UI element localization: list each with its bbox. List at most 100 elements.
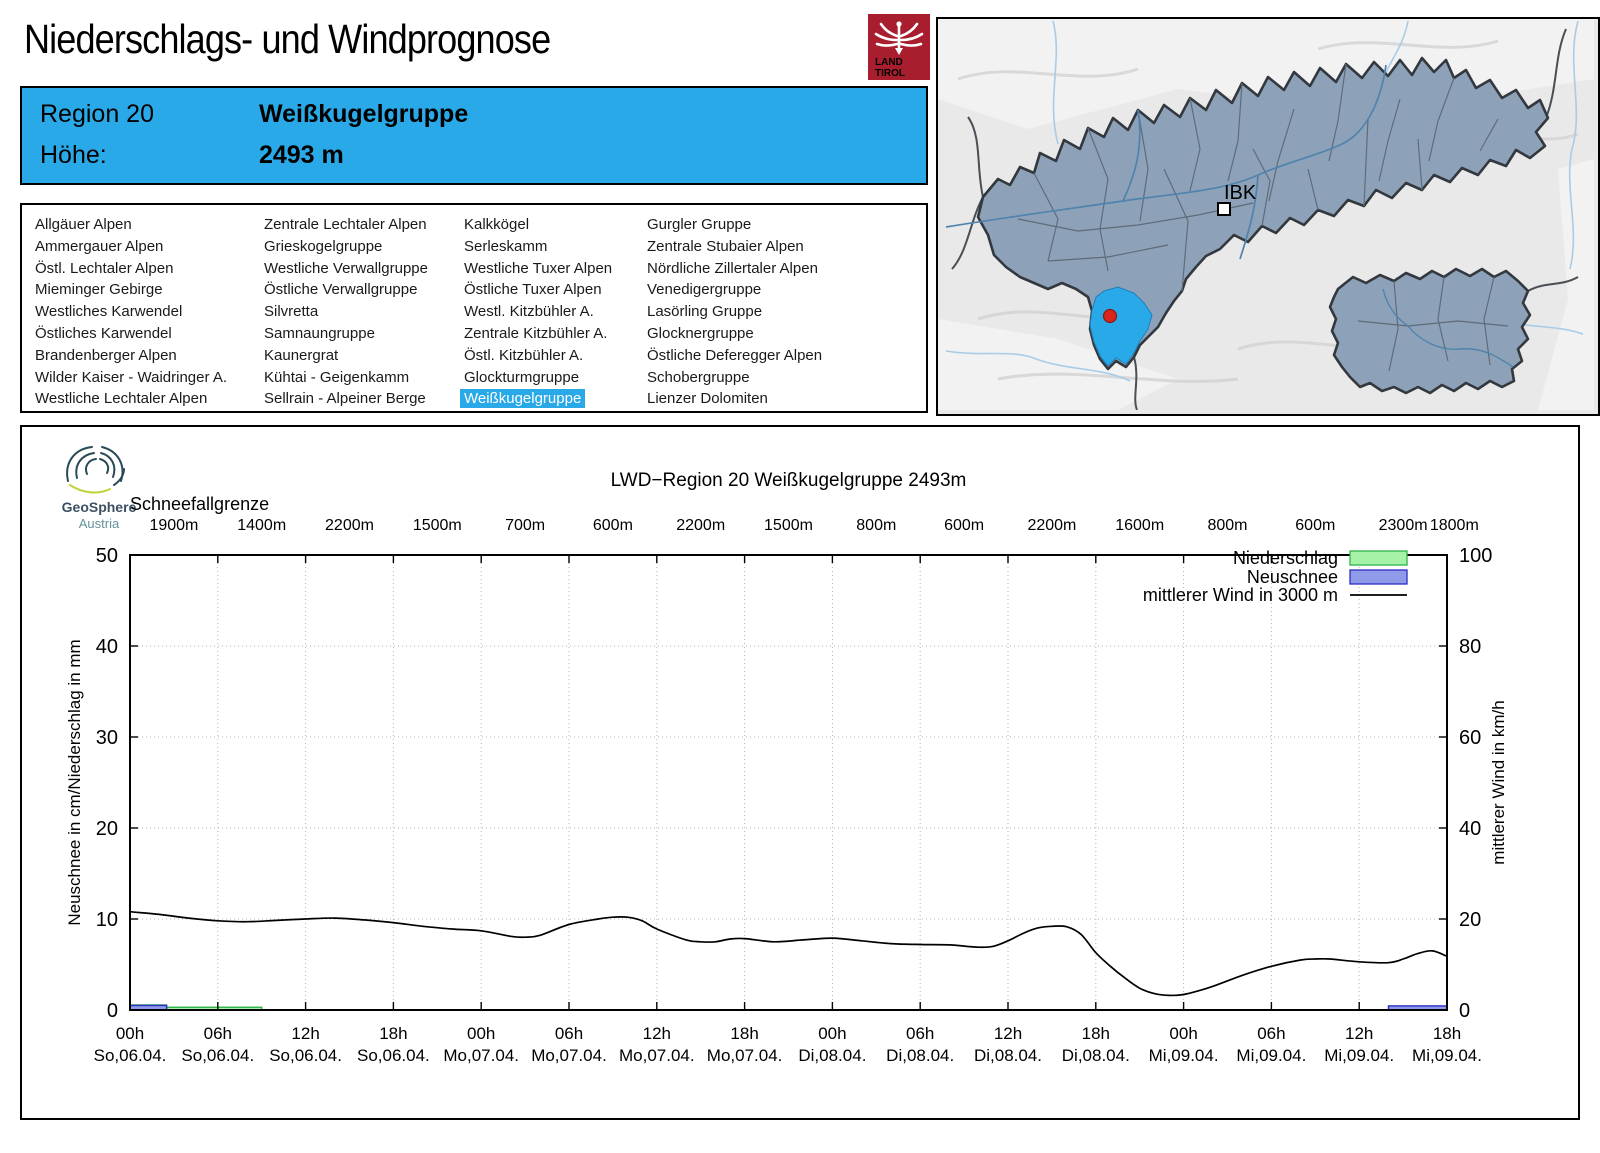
y-right-tick-label: 100 — [1459, 545, 1492, 567]
region-list-item[interactable]: Westliches Karwendel — [35, 303, 183, 321]
region-info-box: Region 20 Weißkugelgruppe Höhe: 2493 m — [20, 86, 928, 185]
region-list-item-selected[interactable]: Weißkugelgruppe — [460, 389, 586, 409]
eagle-tail — [895, 48, 903, 55]
region-list-item[interactable]: Wilder Kaiser - Waidringer A. — [35, 368, 227, 386]
inn-river — [945, 64, 1387, 260]
x-date-label: So,06.04. — [181, 1046, 254, 1065]
region-list-item[interactable]: Nördliche Zillertaler Alpen — [647, 259, 818, 277]
snowline-label: 1900m — [149, 517, 198, 534]
region-list-item[interactable]: Silvretta — [264, 303, 319, 321]
forecast-chart: LWD−Region 20 Weißkugelgruppe 2493m Schne… — [65, 470, 1508, 1065]
region-list-item[interactable]: Östl. Lechtaler Alpen — [35, 259, 174, 277]
x-time-label: 06h — [204, 1024, 232, 1043]
region-list-item[interactable]: Lasörling Gruppe — [647, 303, 763, 321]
x-time-label: 06h — [555, 1024, 583, 1043]
region-list-item[interactable]: Lienzer Dolomiten — [647, 390, 768, 408]
region-list-item[interactable]: Westliche Lechtaler Alpen — [35, 390, 208, 408]
map-inner-borders — [1017, 63, 1499, 292]
x-time-label: 12h — [994, 1024, 1022, 1043]
x-time-label: 06h — [906, 1024, 934, 1043]
region-list-item[interactable]: Mieminger Gebirge — [35, 281, 163, 299]
chart-title: LWD−Region 20 Weißkugelgruppe 2493m — [611, 470, 967, 491]
tirol-eagle-icon — [874, 22, 924, 49]
x-date-label: Mo,07.04. — [619, 1046, 695, 1065]
region-list-item[interactable]: Zentrale Stubaier Alpen — [647, 237, 804, 255]
region-list-item[interactable]: Glocknergruppe — [647, 324, 754, 342]
snowline-label: 1500m — [413, 517, 462, 534]
region-list-item[interactable]: Westl. Kitzbühler A. — [464, 303, 594, 321]
map-region-east-tirol[interactable] — [1328, 267, 1532, 395]
y-left-tick-label: 40 — [96, 636, 118, 658]
region-list-item[interactable]: Kalkkögel — [464, 216, 530, 233]
y-right-tick-label: 80 — [1459, 636, 1481, 658]
region-list-item[interactable]: Östl. Kitzbühler A. — [464, 346, 584, 364]
region-list-item[interactable]: Westliche Tuxer Alpen — [464, 259, 613, 277]
region-list-item[interactable]: Östliches Karwendel — [35, 324, 172, 342]
eagle-head — [896, 21, 902, 27]
x-time-label: 00h — [467, 1024, 495, 1043]
snowline-label: 2200m — [676, 517, 725, 534]
region-list-item[interactable]: Westliche Verwallgruppe — [264, 259, 428, 277]
region-list-item[interactable]: Ammergauer Alpen — [35, 237, 164, 255]
region-list-item[interactable]: Venedigergruppe — [647, 281, 762, 299]
region-list-item[interactable]: Brandenberger Alpen — [35, 346, 177, 364]
region-list-item[interactable]: Weißkugelgruppe — [460, 388, 612, 410]
x-date-label: Mi,09.04. — [1324, 1046, 1394, 1065]
x-date-label: Mo,07.04. — [707, 1046, 783, 1065]
geosphere-swirl-icon — [66, 446, 125, 494]
region-list-item[interactable]: Allgäuer Alpen — [35, 216, 132, 233]
region-column-3: Kalkkögel Serleskamm Westliche Tuxer Alpen… — [460, 214, 613, 410]
region-list-item[interactable]: Zentrale Lechtaler Alpen — [264, 216, 427, 233]
y-left-tick-label: 50 — [96, 545, 118, 567]
altitude-info-row: Höhe: 2493 m — [40, 141, 344, 170]
x-date-label: So,06.04. — [269, 1046, 342, 1065]
region-list-item[interactable]: Zentrale Kitzbühler A. — [464, 324, 608, 342]
snowline-label: 2200m — [1027, 517, 1076, 534]
snowline-label: 600m — [944, 517, 984, 534]
region-list-item[interactable]: Gurgler Gruppe — [647, 216, 752, 233]
region-list-item[interactable]: Serleskamm — [464, 237, 548, 255]
legend-label: Neuschnee — [1247, 567, 1338, 587]
region-list-item[interactable]: Kühtai - Geigenkamm — [264, 368, 410, 386]
x-date-label: Mo,07.04. — [443, 1046, 519, 1065]
region-list-item[interactable]: Grieskogelgruppe — [264, 237, 383, 255]
snowline-label: 600m — [1295, 517, 1335, 534]
region-list-item[interactable]: Östliche Tuxer Alpen — [464, 281, 602, 299]
region-selector-list: Allgäuer Alpen Ammergauer Alpen Östl. Lech… — [20, 203, 928, 413]
region-list-item[interactable]: Schobergruppe — [647, 368, 750, 386]
x-time-label: 00h — [818, 1024, 846, 1043]
region-list-item[interactable]: Kaunergrat — [264, 346, 339, 364]
country-borders — [951, 28, 1579, 411]
tirol-map-svg: IBK — [938, 19, 1594, 411]
snowline-label: 1500m — [764, 517, 813, 534]
x-date-label: So,06.04. — [357, 1046, 430, 1065]
tirol-map: IBK — [936, 17, 1600, 416]
snowline-label: 2200m — [325, 517, 374, 534]
y-left-axis-title: Neuschnee in cm/Niederschlag in mm — [65, 639, 84, 925]
x-date-label: Mo,07.04. — [531, 1046, 607, 1065]
snowline-label: 600m — [593, 517, 633, 534]
x-time-label: 06h — [1257, 1024, 1285, 1043]
region-list-item[interactable]: Samnaungruppe — [264, 324, 375, 342]
snowline-label: 800m — [856, 517, 896, 534]
x-time-label: 00h — [116, 1024, 144, 1043]
x-time-label: 00h — [1169, 1024, 1197, 1043]
x-date-label: Di,08.04. — [886, 1046, 954, 1065]
legend-label: Niederschlag — [1233, 548, 1338, 568]
y-left-tick-label: 20 — [96, 818, 118, 840]
region-list-item[interactable]: Östliche Deferegger Alpen — [647, 346, 823, 364]
map-region-selected[interactable] — [1089, 286, 1153, 367]
region-list-item[interactable]: Sellrain - Alpeiner Berge — [264, 390, 426, 408]
x-time-label: 18h — [379, 1024, 407, 1043]
region-list-item[interactable]: Östliche Verwallgruppe — [264, 281, 418, 299]
page-title: Niederschlags- und Windprognose — [24, 16, 551, 62]
legend-swatch — [1349, 569, 1408, 585]
x-date-label: Di,08.04. — [1062, 1046, 1130, 1065]
x-time-label: 18h — [1082, 1024, 1110, 1043]
map-inner-borders-east — [1357, 276, 1509, 372]
x-date-label: Di,08.04. — [798, 1046, 866, 1065]
altitude-label: Höhe: — [40, 141, 107, 169]
region-column-2: Zentrale Lechtaler Alpen Grieskogelgruppe… — [264, 214, 428, 410]
region-list-item[interactable]: Glockturmgruppe — [464, 368, 580, 386]
